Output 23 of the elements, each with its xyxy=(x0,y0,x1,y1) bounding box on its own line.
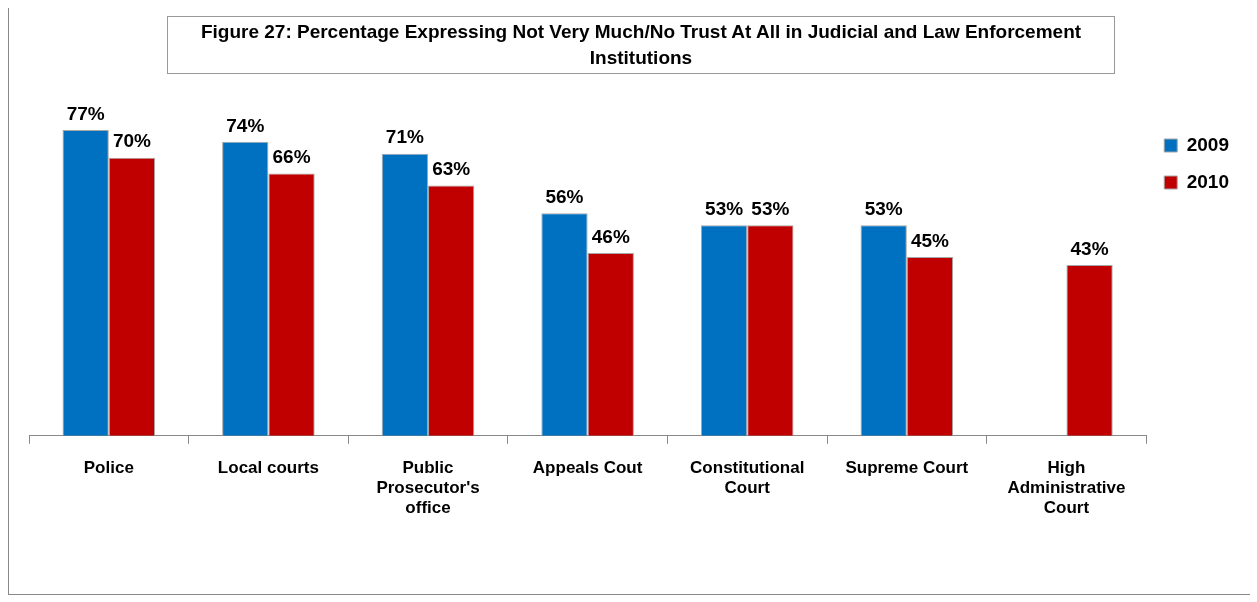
data-label: 77% xyxy=(66,102,105,124)
x-tick-label: Local courts xyxy=(217,457,319,477)
data-label: 56% xyxy=(545,186,584,208)
data-label: 53% xyxy=(864,197,903,219)
x-tick-label: Police xyxy=(83,457,134,477)
data-label: 63% xyxy=(432,158,471,180)
chart-title: Figure 27: Percentage Expressing Not Very Much/No Trust At All in Judicial and Law Enforcement Institutions xyxy=(167,16,1115,74)
x-tick-label: High Administrative Court xyxy=(1007,457,1126,518)
x-tick-label: Public Prosecutor's office xyxy=(376,457,480,518)
x-tick-label: Constitutional Court xyxy=(690,457,805,498)
data-label: 74% xyxy=(226,114,265,136)
x-tick-label: Appeals Cout xyxy=(532,457,643,477)
data-label: 53% xyxy=(751,197,790,219)
legend-label: 2009 xyxy=(1186,133,1230,155)
data-label: 43% xyxy=(1070,237,1109,259)
data-label: 70% xyxy=(112,130,152,152)
data-label: 45% xyxy=(910,229,950,251)
data-label: 53% xyxy=(705,197,744,219)
data-label: 66% xyxy=(272,146,311,168)
legend-label: 2010 xyxy=(1186,170,1230,192)
x-tick-label: Supreme Court xyxy=(845,457,969,477)
data-label: 46% xyxy=(591,225,630,247)
data-label: 71% xyxy=(385,126,424,148)
